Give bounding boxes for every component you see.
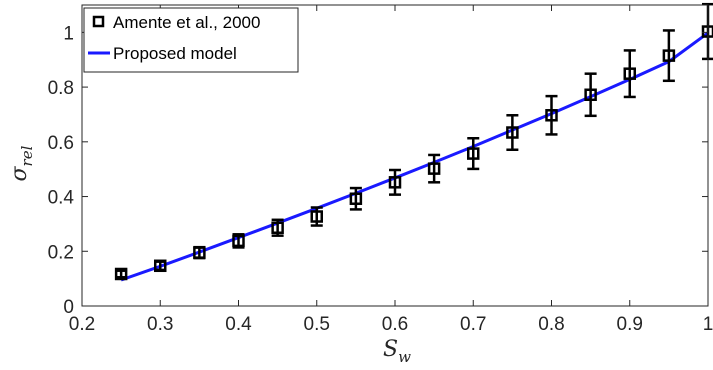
tick-labels: 0.2 0.3 0.4 0.5 0.6 0.7 0.8 0.9 100.20.40.60.81	[48, 23, 713, 335]
data-marker	[349, 192, 363, 205]
x-tick-label: 0.9	[617, 314, 643, 335]
axis-labels: Sw σrel	[7, 145, 411, 366]
proposed-model-line	[120, 31, 709, 282]
data-point	[388, 168, 402, 196]
x-tick-label: 0.3	[147, 314, 173, 335]
x-tick-label: 0.2	[69, 314, 95, 335]
legend-label-proposed: Proposed model	[113, 44, 237, 63]
x-tick-label: 1	[703, 314, 713, 335]
legend-marker-amente	[92, 15, 105, 28]
data-point	[584, 72, 597, 118]
x-axis-label-sub: w	[398, 348, 411, 366]
data-point	[193, 245, 206, 260]
data-marker	[310, 210, 323, 223]
x-tick-label: 0.8	[538, 314, 564, 335]
legend-label-amente: Amente et al., 2000	[113, 13, 260, 32]
data-marker	[467, 147, 480, 160]
data-point	[506, 114, 519, 152]
data-point	[310, 206, 323, 227]
y-axis-label-main: σ	[7, 166, 32, 182]
data-marker	[427, 162, 441, 175]
data-point	[545, 94, 558, 136]
data-point	[467, 137, 480, 171]
y-tick-label: 0.8	[48, 78, 74, 99]
data-point	[271, 218, 284, 237]
y-tick-label: 0.2	[48, 242, 74, 263]
data-marker	[388, 176, 402, 189]
data-point	[154, 259, 167, 273]
data-point	[427, 153, 441, 184]
x-tick-label: 0.5	[304, 314, 330, 335]
x-axis-label-main: S	[383, 337, 398, 362]
x-axis-label: Sw	[383, 337, 411, 366]
y-tick-label: 0.6	[48, 133, 74, 154]
data-marker	[271, 221, 284, 234]
x-tick-label: 0.6	[382, 314, 408, 335]
data-point	[623, 49, 636, 99]
data-marker	[545, 109, 558, 122]
data-marker	[154, 259, 167, 273]
legend-box	[83, 7, 299, 73]
data-marker	[114, 267, 128, 281]
axes	[81, 4, 709, 307]
x-tick-label: 0.4	[225, 314, 252, 335]
data-marker	[506, 126, 519, 139]
data-marker	[623, 67, 636, 80]
legend: Amente et al., 2000 Proposed model	[83, 7, 299, 73]
y-tick-label: 0.4	[48, 188, 75, 209]
data-marker	[193, 246, 206, 259]
data-point	[232, 233, 245, 249]
y-tick-label: 0	[63, 297, 74, 318]
data-point	[662, 29, 676, 83]
y-tick-label: 1	[63, 23, 74, 44]
data-point	[349, 186, 363, 211]
data-point	[114, 267, 128, 281]
data-marker	[584, 88, 597, 102]
x-tick-label: 0.7	[460, 314, 486, 335]
y-axis-label: σrel	[7, 145, 36, 181]
plot-area	[114, 2, 713, 282]
data-marker	[662, 49, 676, 62]
y-axis-label-sub: rel	[18, 145, 36, 166]
data-marker	[232, 234, 245, 248]
